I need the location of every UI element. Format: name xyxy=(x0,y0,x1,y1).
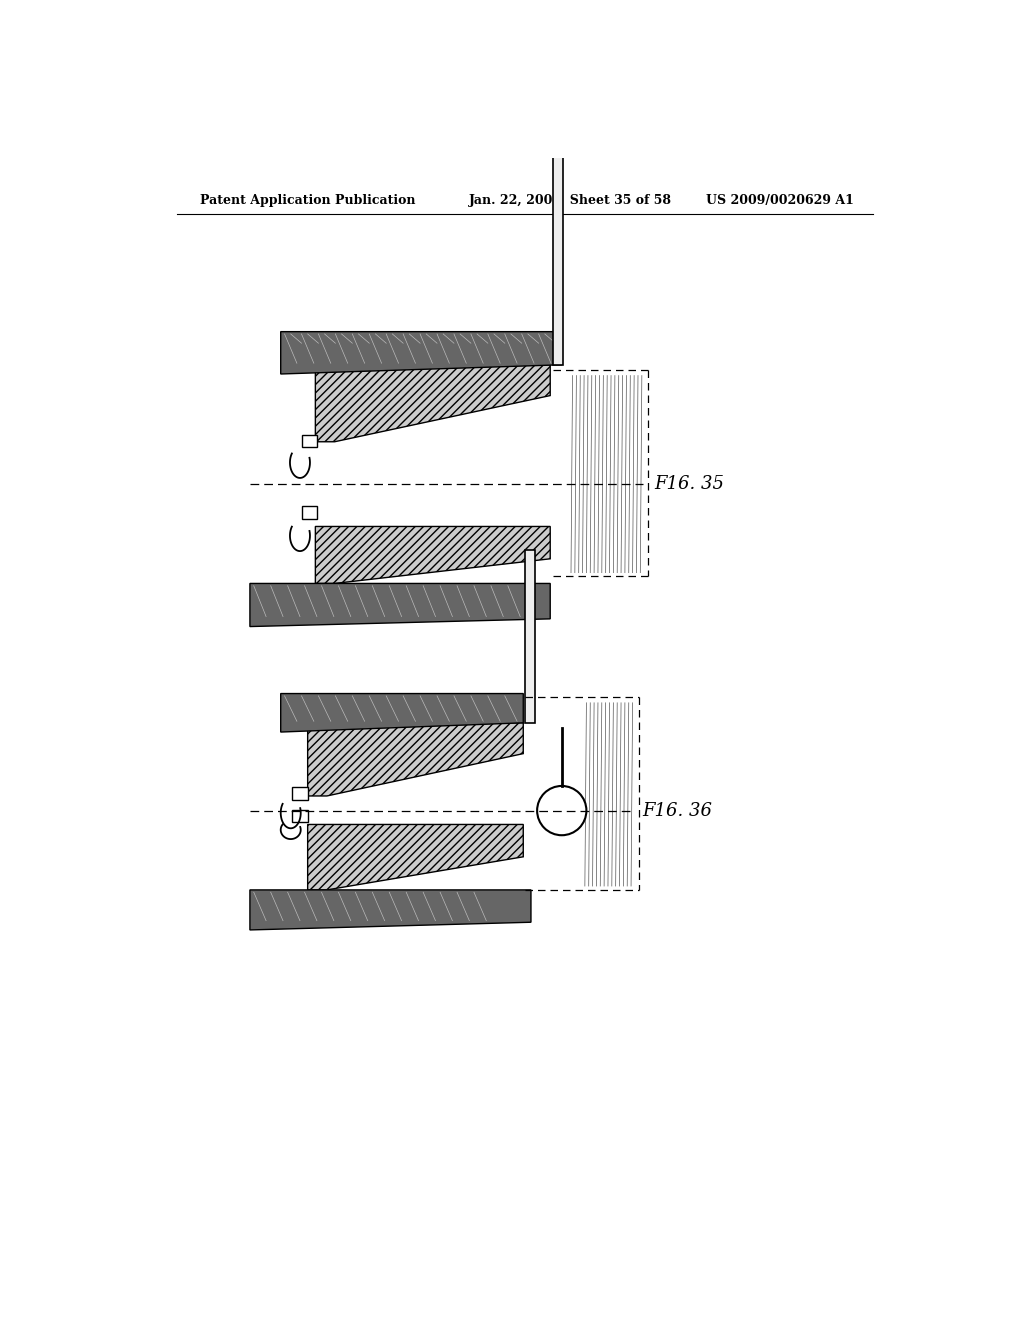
Bar xyxy=(301,507,316,519)
Text: F16. 36: F16. 36 xyxy=(643,801,713,820)
Bar xyxy=(553,145,562,364)
Polygon shape xyxy=(315,527,550,583)
Polygon shape xyxy=(315,364,550,442)
Polygon shape xyxy=(250,890,531,929)
Polygon shape xyxy=(250,583,550,627)
Circle shape xyxy=(538,785,587,836)
Bar xyxy=(292,788,307,800)
Bar xyxy=(292,810,307,822)
Text: Patent Application Publication: Patent Application Publication xyxy=(200,194,416,207)
Text: Jan. 22, 2009  Sheet 35 of 58: Jan. 22, 2009 Sheet 35 of 58 xyxy=(469,194,673,207)
Text: F16. 35: F16. 35 xyxy=(654,475,724,494)
Polygon shape xyxy=(281,693,523,733)
Polygon shape xyxy=(281,331,562,374)
Bar xyxy=(524,549,535,723)
Text: US 2009/0020629 A1: US 2009/0020629 A1 xyxy=(707,194,854,207)
Bar xyxy=(301,434,316,447)
Polygon shape xyxy=(307,825,523,890)
Polygon shape xyxy=(307,723,523,796)
